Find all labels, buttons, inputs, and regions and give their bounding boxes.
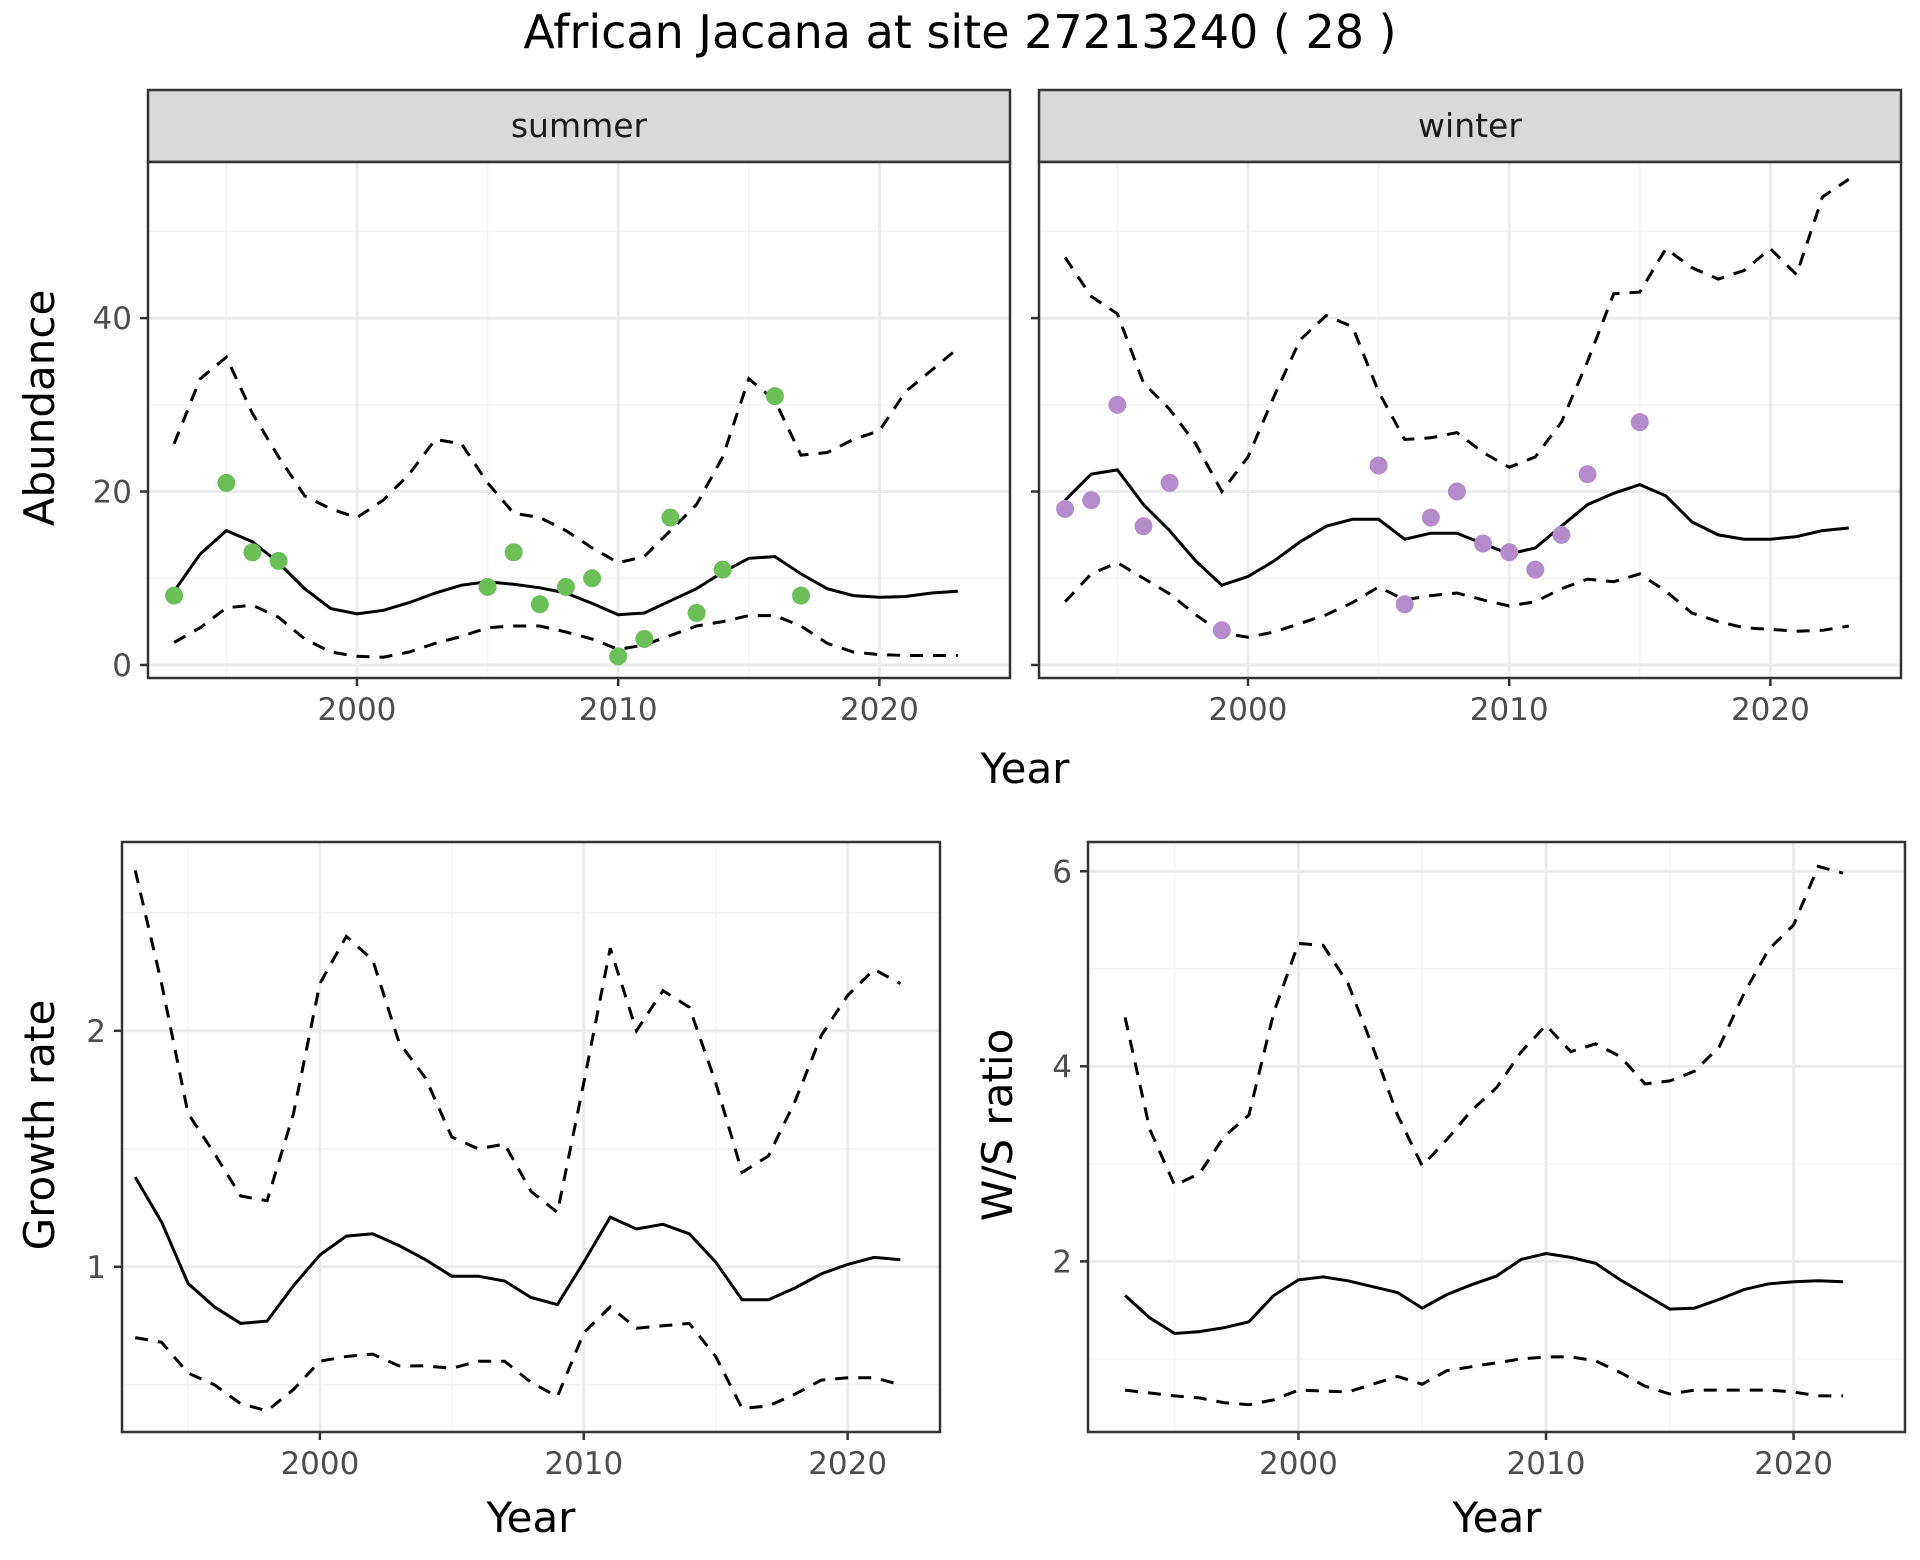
data-point <box>583 569 602 588</box>
series-line-bound <box>173 603 958 659</box>
panel-background <box>148 162 1010 678</box>
y-tick-label: 0 <box>112 648 132 684</box>
data-point <box>1500 543 1519 562</box>
series-line-mean <box>1064 468 1849 587</box>
x-tick-label: 2000 <box>280 1446 359 1482</box>
strip-summer <box>146 88 1012 164</box>
data-point <box>635 629 654 648</box>
data-point <box>1160 473 1179 492</box>
data-point <box>243 543 262 562</box>
panel-growth-rate: 2000 2010 2020 1 2 Year Growth rate <box>15 840 942 1542</box>
data-point <box>478 577 497 596</box>
data-point <box>687 603 706 622</box>
plot-summer: 2000 2010 2020 0 20 40 <box>93 160 1012 728</box>
plot-winter: 2000 2010 2020 <box>1031 160 1903 728</box>
x-axis-title-top: Year <box>980 744 1071 793</box>
panel-summer: summer 2000 2010 2020 0 20 40 <box>93 88 1012 728</box>
data-point <box>217 473 236 492</box>
series-line-bound <box>172 347 959 565</box>
series-line-mean <box>1124 1251 1844 1336</box>
data-point <box>609 647 628 666</box>
panel-winter: winter 2000 2010 2020 <box>1031 88 1903 728</box>
data-point <box>1082 491 1101 510</box>
data-point <box>1212 621 1231 640</box>
panel-background <box>1088 842 1905 1432</box>
data-point <box>530 595 549 614</box>
data-point <box>1108 395 1127 414</box>
y-axis-title-abundance: Abundance <box>15 290 64 527</box>
x-tick-label: 2000 <box>1259 1446 1338 1482</box>
data-point <box>1630 413 1649 432</box>
y-tick-label: 6 <box>1052 854 1072 890</box>
panel-ws-ratio: 2000 2010 2020 2 4 6 Year W/S ratio <box>973 840 1907 1542</box>
x-tick-label: 2010 <box>1507 1446 1586 1482</box>
y-axis-title-ws: W/S ratio <box>973 1029 1022 1222</box>
data-point <box>165 586 184 605</box>
y-tick-label: 1 <box>86 1250 106 1286</box>
data-point <box>1056 499 1075 518</box>
data-point <box>765 387 784 406</box>
x-tick-label: 2020 <box>808 1446 887 1482</box>
panel-border <box>120 840 942 1434</box>
panel-border <box>1037 160 1903 680</box>
data-point <box>269 551 288 570</box>
series-line-bound <box>1124 1355 1844 1407</box>
x-tick-label: 2020 <box>1754 1446 1833 1482</box>
data-point <box>1447 482 1466 501</box>
x-tick-label: 2010 <box>544 1446 623 1482</box>
strip-label-winter: winter <box>1418 106 1522 145</box>
plot-ws-ratio: 2000 2010 2020 2 4 6 <box>1052 840 1907 1482</box>
series-line-bound <box>1063 178 1850 495</box>
x-tick-label: 2000 <box>1209 692 1288 728</box>
series-line-bound <box>1064 561 1850 639</box>
y-tick-label: 2 <box>86 1014 106 1050</box>
data-point <box>1578 465 1597 484</box>
series-line-bound <box>133 869 902 1216</box>
data-point <box>1552 525 1571 544</box>
y-tick-label: 40 <box>93 301 132 337</box>
y-tick-label: 20 <box>93 475 132 511</box>
figure-title: African Jacana at site 27213240 ( 28 ) <box>523 5 1396 59</box>
panel-background <box>1039 162 1901 678</box>
data-point <box>504 543 523 562</box>
data-point <box>1526 560 1545 579</box>
panel-border <box>1086 840 1907 1434</box>
data-point <box>1421 508 1440 527</box>
x-axis-title-growth: Year <box>486 1493 577 1542</box>
series-line-mean <box>133 1176 901 1325</box>
strip-label-summer: summer <box>511 106 648 145</box>
series-line-bound <box>134 1304 901 1413</box>
x-tick-label: 2020 <box>1731 692 1810 728</box>
x-tick-label: 2020 <box>840 692 919 728</box>
panel-background <box>122 842 940 1432</box>
data-point <box>661 508 680 527</box>
panel-border <box>146 160 1012 680</box>
y-tick-label: 2 <box>1052 1244 1072 1280</box>
data-point <box>713 560 732 579</box>
data-point <box>1395 595 1414 614</box>
data-point <box>792 586 811 605</box>
data-point <box>1369 456 1388 475</box>
data-point <box>1134 517 1153 536</box>
x-tick-label: 2000 <box>318 692 397 728</box>
x-tick-label: 2010 <box>1470 692 1549 728</box>
x-axis-title-ws: Year <box>1452 1493 1543 1542</box>
plot-growth-rate: 2000 2010 2020 1 2 <box>86 840 942 1482</box>
y-tick-label: 4 <box>1052 1049 1072 1085</box>
strip-winter <box>1037 88 1903 164</box>
x-tick-label: 2010 <box>579 692 658 728</box>
series-line-bound <box>1123 864 1844 1188</box>
data-point <box>556 577 575 596</box>
y-axis-title-growth: Growth rate <box>15 1000 64 1251</box>
data-point <box>1474 534 1493 553</box>
